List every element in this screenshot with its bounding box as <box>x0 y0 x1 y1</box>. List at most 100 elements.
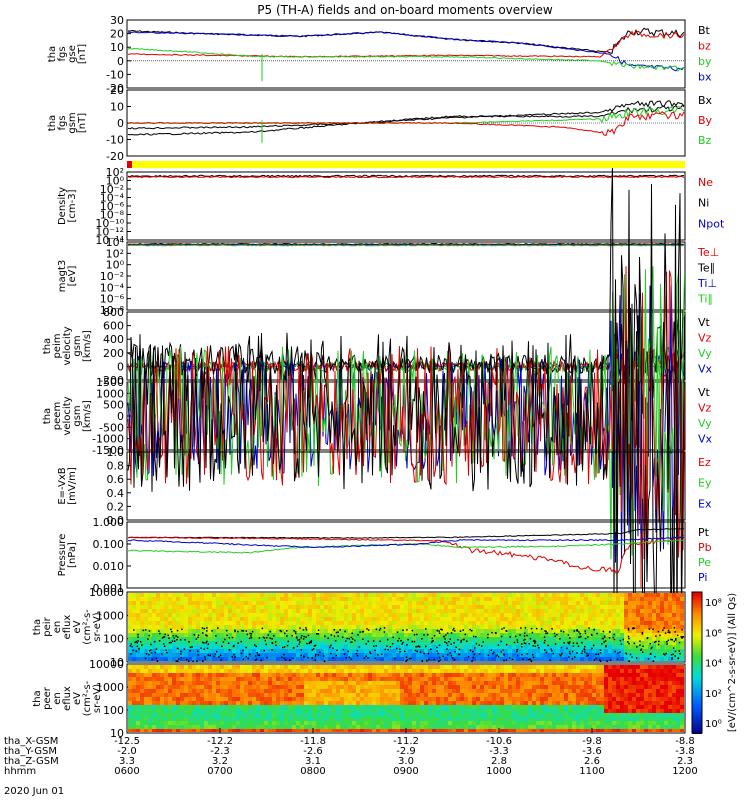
legend-te⊥: Te⊥ <box>697 246 719 259</box>
y-tick-label: 600 <box>103 320 124 333</box>
series-pe <box>127 539 685 554</box>
y-tick-label: 10⁻⁴ <box>100 281 125 294</box>
x-tick-label: 1000 <box>486 766 511 777</box>
series-vy <box>127 266 685 560</box>
y-tick-label: 0.4 <box>107 487 125 500</box>
y-tick-label: 10⁰ <box>106 175 125 188</box>
colorbar-tick-label: 10⁰ <box>705 719 722 730</box>
x-tick-label: -2.9 <box>396 746 416 757</box>
quality-flag-bar <box>127 161 685 168</box>
x-tick-label: -10.6 <box>486 736 512 747</box>
y-axis-label: sr-eV) <box>92 612 103 641</box>
legend-by: By <box>698 114 713 127</box>
y-tick-label: 100 <box>103 704 124 717</box>
y-axis-label: eflux <box>62 615 73 640</box>
y-axis-label: gsm <box>67 112 78 133</box>
series-pt <box>127 528 684 539</box>
legend-by: by <box>698 55 712 68</box>
y-axis-label: eV <box>72 620 83 633</box>
x-row-label: tha_Z-GSM <box>4 756 59 767</box>
y-axis-label: E=-VxB <box>57 467 68 504</box>
y-tick-label: 800 <box>103 306 124 319</box>
y-axis-label: tha <box>32 619 43 635</box>
series-bt <box>127 27 685 54</box>
x-tick-label: 0600 <box>114 766 139 777</box>
y-tick-label: 20 <box>110 84 124 97</box>
y-tick-label: 10⁻⁸ <box>100 209 125 222</box>
panel-pressure: 1.000 0.100 0.010 0.001 Pressure [nPa] Pt Pb Pe P… <box>57 516 712 595</box>
y-tick-label: 10 <box>110 656 124 669</box>
panel-frame <box>126 241 686 311</box>
y-axis-label: peem <box>52 402 63 430</box>
y-tick-label: 10000 <box>89 586 124 599</box>
legend-pb: Pb <box>698 541 712 554</box>
x-tick-label: -2.3 <box>210 746 230 757</box>
series-by <box>127 111 685 136</box>
y-axis-label: (cm²-s- <box>82 680 93 716</box>
legend-bz: Bz <box>698 134 712 147</box>
legend-bx: bx <box>698 71 712 84</box>
panel-fgs-gsm: 20 10 0 -10 -20 tha fgs gsm [nT] Bx By Bz <box>47 84 713 163</box>
legend-bz: bz <box>698 40 711 53</box>
x-tick-label: 3.2 <box>212 756 228 767</box>
y-axis-label: [eV] <box>67 266 78 287</box>
y-tick-label: 10⁻⁴ <box>100 192 125 205</box>
x-tick-label: 0700 <box>207 766 232 777</box>
series-ni <box>127 174 684 178</box>
y-axis-label: [nT] <box>77 113 88 133</box>
legend-ez: Ez <box>698 456 711 469</box>
panel-frame <box>126 521 686 589</box>
y-axis-label: en <box>52 621 63 634</box>
y-tick-label: 200 <box>103 347 124 360</box>
y-tick-label: 0.8 <box>107 460 125 473</box>
y-tick-label: 10⁻¹⁴ <box>95 234 124 247</box>
x-tick-label: 1100 <box>579 766 604 777</box>
panel-frame <box>126 19 686 89</box>
x-tick-label: 3.0 <box>398 756 414 767</box>
y-tick-label: 10² <box>106 166 124 179</box>
colorbar: 10⁸ 10⁶ 10⁴ 10² 10⁰ [eV/(cm^2-s-sr-eV)] (All … <box>691 591 738 734</box>
legend-vt: Vt <box>698 316 711 329</box>
series-pb <box>127 535 685 574</box>
y-axis-label: tha <box>42 338 53 354</box>
y-tick-label: -1500 <box>92 444 124 457</box>
panel-frame <box>126 311 686 381</box>
y-tick-label: 1.000 <box>93 516 125 529</box>
series-bx2 <box>127 105 685 130</box>
y-tick-label: 30 <box>110 14 124 27</box>
y-axis-label: en <box>52 692 63 705</box>
y-tick-label: 10⁻⁶ <box>100 200 125 213</box>
y-axis-label: peer <box>42 686 53 710</box>
colorbar-tick-label: 10⁶ <box>705 628 722 639</box>
y-axis-label: [nPa] <box>67 542 78 568</box>
x-tick-label: 0900 <box>393 766 418 777</box>
y-axis-label: tha <box>47 115 58 131</box>
legend-vx: Vx <box>698 433 713 446</box>
x-row-label: tha_X-GSM <box>4 736 58 747</box>
x-tick-label: -3.8 <box>675 746 695 757</box>
y-tick-label: 10⁻² <box>100 270 124 283</box>
y-axis-label: [mV/m] <box>67 467 78 505</box>
y-tick-label: -1000 <box>92 433 124 446</box>
series-bx <box>127 31 685 72</box>
y-tick-label: 1.0 <box>107 446 125 459</box>
y-tick-label: 10² <box>106 247 124 260</box>
legend-pe: Pe <box>698 556 711 569</box>
series-vz <box>127 266 685 560</box>
x-tick-label: -11.2 <box>393 736 419 747</box>
legend-vy: Vy <box>698 417 712 430</box>
y-tick-label: 400 <box>103 333 124 346</box>
y-tick-label: 0.001 <box>93 582 125 595</box>
legend-ne: Ne <box>698 176 713 189</box>
x-tick-label: -2.0 <box>117 746 137 757</box>
series-by <box>127 47 685 72</box>
y-tick-label: -500 <box>99 421 124 434</box>
panel-frame <box>126 171 686 241</box>
y-axis-label: fgs <box>57 115 68 130</box>
y-axis-label: velocity <box>62 396 73 435</box>
peer-spectrogram <box>128 665 684 732</box>
y-tick-label: 0.010 <box>93 560 125 573</box>
x-tick-label: 2.6 <box>584 756 600 767</box>
y-axis-label: Pressure <box>57 534 68 577</box>
